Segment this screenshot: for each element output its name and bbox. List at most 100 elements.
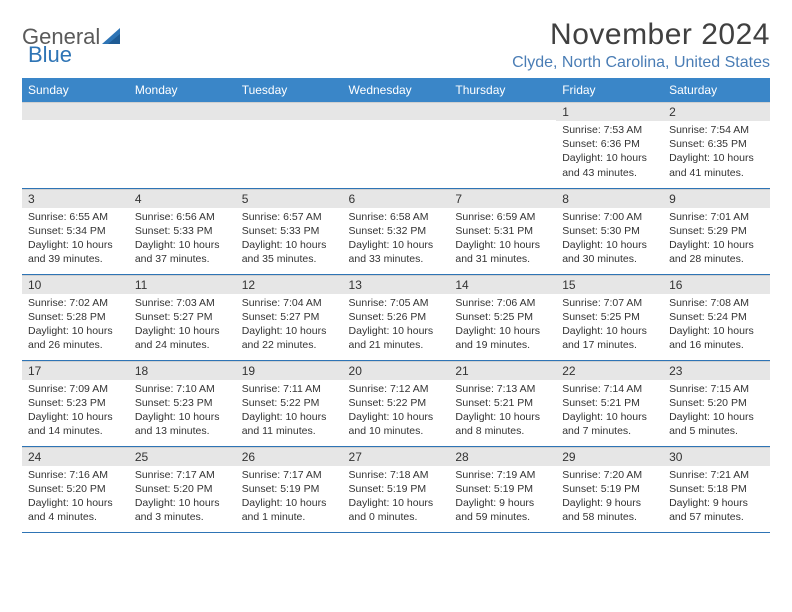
sunrise-text: Sunrise: 6:55 AM: [28, 210, 123, 224]
calendar-day-cell: [129, 102, 236, 188]
sunrise-text: Sunrise: 7:17 AM: [135, 468, 230, 482]
sunset-text: Sunset: 5:19 PM: [455, 482, 550, 496]
sunrise-text: Sunrise: 6:58 AM: [349, 210, 444, 224]
sunrise-text: Sunrise: 7:15 AM: [669, 382, 764, 396]
daylight-text: Daylight: 10 hours and 10 minutes.: [349, 410, 444, 438]
sunset-text: Sunset: 5:30 PM: [562, 224, 657, 238]
daylight-text: Daylight: 10 hours and 41 minutes.: [669, 151, 764, 179]
sunrise-text: Sunrise: 7:53 AM: [562, 123, 657, 137]
calendar-day-cell: 13Sunrise: 7:05 AMSunset: 5:26 PMDayligh…: [343, 274, 450, 360]
day-details: Sunrise: 7:09 AMSunset: 5:23 PMDaylight:…: [22, 380, 129, 443]
sunset-text: Sunset: 5:22 PM: [349, 396, 444, 410]
day-number: 16: [663, 275, 770, 294]
sunrise-text: Sunrise: 7:02 AM: [28, 296, 123, 310]
day-number: 26: [236, 447, 343, 466]
day-number: 30: [663, 447, 770, 466]
calendar-day-cell: 3Sunrise: 6:55 AMSunset: 5:34 PMDaylight…: [22, 188, 129, 274]
calendar-week-row: 3Sunrise: 6:55 AMSunset: 5:34 PMDaylight…: [22, 188, 770, 274]
day-details: Sunrise: 7:02 AMSunset: 5:28 PMDaylight:…: [22, 294, 129, 357]
weekday-header: Wednesday: [343, 78, 450, 102]
calendar-day-cell: 6Sunrise: 6:58 AMSunset: 5:32 PMDaylight…: [343, 188, 450, 274]
weekday-header: Friday: [556, 78, 663, 102]
day-details: Sunrise: 7:17 AMSunset: 5:19 PMDaylight:…: [236, 466, 343, 529]
sunrise-text: Sunrise: 7:09 AM: [28, 382, 123, 396]
sunrise-text: Sunrise: 7:16 AM: [28, 468, 123, 482]
day-number: 5: [236, 189, 343, 208]
sunrise-text: Sunrise: 7:04 AM: [242, 296, 337, 310]
sunrise-text: Sunrise: 7:08 AM: [669, 296, 764, 310]
month-title: November 2024: [512, 18, 770, 52]
day-number: [129, 102, 236, 120]
daylight-text: Daylight: 10 hours and 33 minutes.: [349, 238, 444, 266]
calendar-day-cell: 4Sunrise: 6:56 AMSunset: 5:33 PMDaylight…: [129, 188, 236, 274]
sunset-text: Sunset: 5:20 PM: [135, 482, 230, 496]
calendar-day-cell: [236, 102, 343, 188]
sunrise-text: Sunrise: 7:07 AM: [562, 296, 657, 310]
daylight-text: Daylight: 9 hours and 58 minutes.: [562, 496, 657, 524]
day-number: 21: [449, 361, 556, 380]
day-number: 15: [556, 275, 663, 294]
sunrise-text: Sunrise: 6:56 AM: [135, 210, 230, 224]
day-number: 14: [449, 275, 556, 294]
logo-triangle-icon: [102, 24, 124, 50]
calendar-day-cell: [22, 102, 129, 188]
calendar-day-cell: 7 Sunrise: 6:59 AMSunset: 5:31 PMDaylight…: [449, 188, 556, 274]
sunset-text: Sunset: 5:21 PM: [562, 396, 657, 410]
day-details: Sunrise: 7:14 AMSunset: 5:21 PMDaylight:…: [556, 380, 663, 443]
daylight-text: Daylight: 10 hours and 43 minutes.: [562, 151, 657, 179]
daylight-text: Daylight: 9 hours and 59 minutes.: [455, 496, 550, 524]
sunrise-text: Sunrise: 7:05 AM: [349, 296, 444, 310]
day-details: Sunrise: 7:10 AMSunset: 5:23 PMDaylight:…: [129, 380, 236, 443]
sunset-text: Sunset: 6:35 PM: [669, 137, 764, 151]
sunrise-text: Sunrise: 7:14 AM: [562, 382, 657, 396]
calendar-day-cell: 25Sunrise: 7:17 AMSunset: 5:20 PMDayligh…: [129, 446, 236, 532]
sunset-text: Sunset: 5:27 PM: [242, 310, 337, 324]
calendar-day-cell: 26Sunrise: 7:17 AMSunset: 5:19 PMDayligh…: [236, 446, 343, 532]
day-number: 9: [663, 189, 770, 208]
location-text: Clyde, North Carolina, United States: [512, 54, 770, 72]
sunset-text: Sunset: 5:19 PM: [562, 482, 657, 496]
daylight-text: Daylight: 10 hours and 31 minutes.: [455, 238, 550, 266]
calendar-day-cell: 28Sunrise: 7:19 AMSunset: 5:19 PMDayligh…: [449, 446, 556, 532]
day-details: Sunrise: 7:15 AMSunset: 5:20 PMDaylight:…: [663, 380, 770, 443]
calendar-week-row: 17Sunrise: 7:09 AMSunset: 5:23 PMDayligh…: [22, 360, 770, 446]
sunset-text: Sunset: 5:19 PM: [242, 482, 337, 496]
sunset-text: Sunset: 5:25 PM: [562, 310, 657, 324]
calendar-day-cell: 9Sunrise: 7:01 AMSunset: 5:29 PMDaylight…: [663, 188, 770, 274]
sunset-text: Sunset: 5:31 PM: [455, 224, 550, 238]
calendar-week-row: 24Sunrise: 7:16 AMSunset: 5:20 PMDayligh…: [22, 446, 770, 532]
sunrise-text: Sunrise: 6:59 AM: [455, 210, 550, 224]
calendar-day-cell: 1Sunrise: 7:53 AMSunset: 6:36 PMDaylight…: [556, 102, 663, 188]
sunrise-text: Sunrise: 6:57 AM: [242, 210, 337, 224]
sunset-text: Sunset: 5:29 PM: [669, 224, 764, 238]
day-number: 7: [449, 189, 556, 208]
sunrise-text: Sunrise: 7:10 AM: [135, 382, 230, 396]
day-number: 10: [22, 275, 129, 294]
day-number: [449, 102, 556, 120]
day-number: 4: [129, 189, 236, 208]
day-details: Sunrise: 7:21 AMSunset: 5:18 PMDaylight:…: [663, 466, 770, 529]
sunset-text: Sunset: 5:27 PM: [135, 310, 230, 324]
daylight-text: Daylight: 10 hours and 30 minutes.: [562, 238, 657, 266]
sunset-text: Sunset: 5:34 PM: [28, 224, 123, 238]
day-details: Sunrise: 6:55 AMSunset: 5:34 PMDaylight:…: [22, 208, 129, 271]
day-number: 13: [343, 275, 450, 294]
day-number: 19: [236, 361, 343, 380]
calendar-day-cell: 18Sunrise: 7:10 AMSunset: 5:23 PMDayligh…: [129, 360, 236, 446]
day-details: Sunrise: 7:06 AMSunset: 5:25 PMDaylight:…: [449, 294, 556, 357]
day-number: 2: [663, 102, 770, 121]
sunrise-text: Sunrise: 7:20 AM: [562, 468, 657, 482]
calendar-day-cell: 29Sunrise: 7:20 AMSunset: 5:19 PMDayligh…: [556, 446, 663, 532]
sunrise-text: Sunrise: 7:54 AM: [669, 123, 764, 137]
calendar-day-cell: 8Sunrise: 7:00 AMSunset: 5:30 PMDaylight…: [556, 188, 663, 274]
daylight-text: Daylight: 10 hours and 8 minutes.: [455, 410, 550, 438]
header: General November 2024 Clyde, North Carol…: [22, 18, 770, 72]
day-number: [236, 102, 343, 120]
day-details: Sunrise: 7:17 AMSunset: 5:20 PMDaylight:…: [129, 466, 236, 529]
day-details: Sunrise: 7:08 AMSunset: 5:24 PMDaylight:…: [663, 294, 770, 357]
day-details: Sunrise: 7:12 AMSunset: 5:22 PMDaylight:…: [343, 380, 450, 443]
calendar-header-row: SundayMondayTuesdayWednesdayThursdayFrid…: [22, 78, 770, 102]
sunset-text: Sunset: 5:25 PM: [455, 310, 550, 324]
calendar-day-cell: 17Sunrise: 7:09 AMSunset: 5:23 PMDayligh…: [22, 360, 129, 446]
sunset-text: Sunset: 5:24 PM: [669, 310, 764, 324]
